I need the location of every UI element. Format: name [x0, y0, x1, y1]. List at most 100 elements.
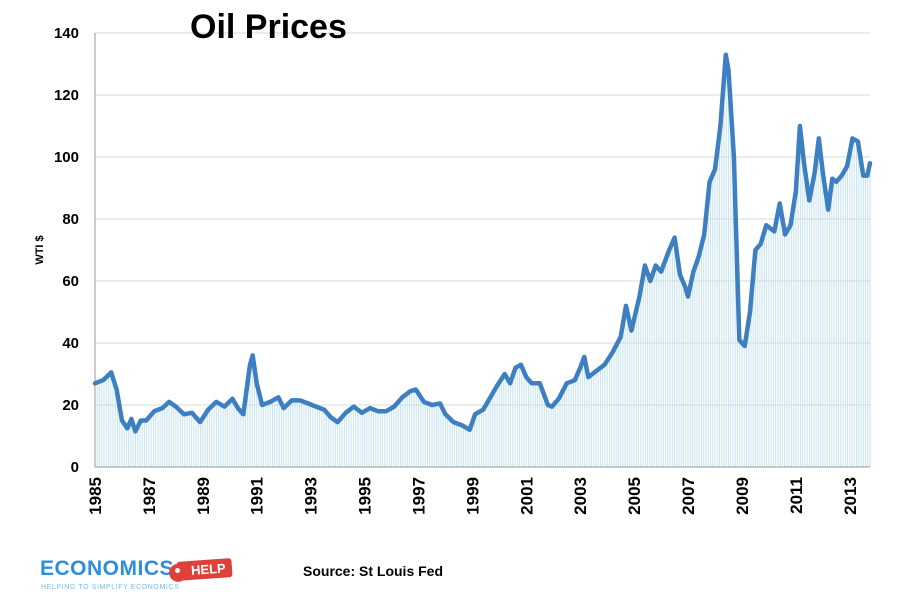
- data-point-70: [579, 367, 582, 369]
- data-point-84: [668, 249, 670, 251]
- data-point-3: [115, 388, 118, 391]
- data-point-91: [703, 233, 706, 236]
- data-point-5: [126, 427, 129, 430]
- economics-help-logo[interactable]: ECONOMICS HELP HELPING TO SIMPLIFY ECONO…: [40, 557, 233, 597]
- data-point-35: [330, 416, 332, 419]
- logo-help-badge: HELP: [176, 558, 233, 581]
- y-tick-label-5: 100: [54, 149, 79, 166]
- data-point-64: [538, 382, 541, 385]
- data-point-52: [460, 424, 463, 426]
- data-point-96: [727, 69, 730, 71]
- x-tick-label-3: 1991: [248, 477, 267, 515]
- data-point-124: [869, 162, 871, 164]
- y-tick-label-2: 40: [62, 335, 79, 352]
- data-point-74: [603, 363, 606, 366]
- y-tick-label-3: 60: [62, 273, 79, 290]
- data-point-45: [409, 390, 412, 392]
- data-point-111: [808, 199, 811, 202]
- data-point-65: [547, 404, 549, 406]
- data-point-110: [803, 162, 805, 164]
- data-point-12: [168, 401, 170, 403]
- data-point-0: [94, 382, 96, 385]
- data-point-80: [644, 264, 646, 267]
- data-point-22: [242, 413, 245, 416]
- data-point-38: [352, 405, 355, 408]
- data-point-40: [369, 407, 371, 409]
- data-point-93: [714, 168, 716, 171]
- data-point-92: [708, 181, 711, 183]
- data-point-116: [831, 177, 834, 180]
- data-point-33: [315, 405, 317, 408]
- y-tick-label-0: 0: [71, 459, 79, 476]
- data-point-122: [862, 174, 865, 177]
- data-point-67: [557, 398, 560, 400]
- data-point-9: [145, 419, 148, 422]
- data-point-105: [778, 202, 781, 205]
- data-point-13: [175, 405, 177, 408]
- data-point-66: [551, 405, 553, 408]
- x-tick-label-2: 1989: [194, 477, 213, 515]
- data-point-42: [385, 410, 387, 413]
- x-tick-label-6: 1997: [409, 477, 428, 515]
- data-point-101: [754, 249, 757, 251]
- data-point-63: [530, 382, 533, 385]
- data-point-114: [822, 171, 824, 174]
- data-point-117: [835, 181, 838, 183]
- data-point-41: [377, 410, 379, 413]
- data-point-26: [261, 404, 263, 406]
- logo-tagline: HELPING TO SIMPLIFY ECONOMICS: [41, 584, 180, 591]
- y-axis-label: WTI $: [34, 235, 46, 264]
- y-tick-label-1: 20: [62, 397, 79, 414]
- data-point-55: [482, 408, 484, 411]
- data-point-29: [282, 407, 285, 409]
- series-line-wti: [92, 52, 873, 434]
- data-point-39: [361, 411, 363, 414]
- y-tick-label-4: 80: [62, 211, 79, 228]
- data-point-121: [857, 140, 859, 143]
- data-point-49: [439, 402, 441, 405]
- data-point-36: [336, 421, 339, 423]
- data-point-14: [183, 413, 185, 416]
- data-point-51: [452, 421, 455, 423]
- data-point-89: [692, 270, 695, 273]
- data-point-72: [587, 376, 590, 378]
- data-point-81: [649, 280, 652, 282]
- x-tick-label-8: 2001: [517, 477, 536, 515]
- data-point-123: [866, 174, 869, 177]
- x-tick-label-11: 2007: [679, 477, 698, 515]
- data-point-37: [344, 411, 347, 414]
- data-point-79: [638, 295, 641, 298]
- data-point-103: [765, 224, 768, 226]
- data-point-94: [719, 125, 722, 127]
- data-point-6: [130, 418, 133, 420]
- data-point-113: [817, 137, 820, 140]
- data-point-62: [525, 376, 528, 378]
- data-point-15: [191, 411, 193, 414]
- data-point-17: [207, 408, 210, 411]
- x-tick-label-4: 1993: [302, 477, 321, 515]
- data-point-69: [574, 379, 576, 382]
- data-point-73: [595, 370, 598, 372]
- data-point-118: [840, 174, 843, 177]
- data-point-90: [698, 255, 700, 257]
- x-tick-label-7: 1999: [463, 477, 482, 515]
- data-point-107: [789, 224, 792, 226]
- data-point-1: [102, 379, 104, 382]
- data-point-102: [760, 243, 762, 245]
- data-point-76: [619, 336, 622, 338]
- data-point-71: [583, 356, 586, 358]
- data-point-85: [673, 236, 676, 239]
- data-point-43: [393, 405, 396, 408]
- data-point-47: [423, 401, 425, 403]
- data-point-95: [724, 53, 727, 56]
- data-point-21: [237, 407, 239, 409]
- data-point-20: [231, 398, 234, 400]
- data-point-108: [795, 190, 797, 192]
- x-tick-label-1: 1987: [140, 477, 159, 515]
- data-point-18: [215, 401, 218, 403]
- chart-title: Oil Prices: [190, 8, 347, 46]
- data-point-24: [251, 354, 254, 357]
- data-point-56: [490, 394, 493, 397]
- data-point-53: [468, 429, 471, 431]
